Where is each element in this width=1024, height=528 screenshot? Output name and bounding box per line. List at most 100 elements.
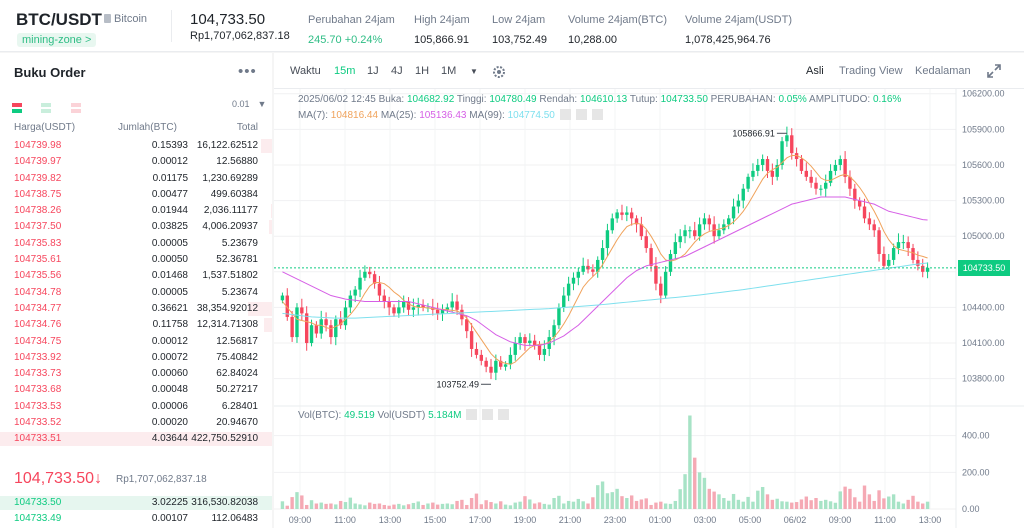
- volume-bar: [639, 499, 644, 509]
- volume-bar: [857, 501, 862, 509]
- close-icon[interactable]: [498, 409, 510, 420]
- volume-bar: [450, 504, 454, 509]
- vol-usdt-label: Vol(USDT): [374, 410, 429, 421]
- ask-row[interactable]: 104733.68 0.00048 50.27217: [0, 382, 272, 398]
- row-qty: 0.00048: [151, 384, 188, 396]
- bid-row[interactable]: 104733.49 0.00107 112.06483: [0, 511, 272, 527]
- ask-row[interactable]: 104734.76 0.11758 12,314.71308: [0, 317, 272, 333]
- header-divider: [171, 10, 172, 42]
- stat-volume-btc: Volume 24jam(BTC) 10,288.00: [568, 14, 667, 48]
- volume-bar: [785, 501, 789, 509]
- time-tick-label: 09:00: [829, 515, 852, 525]
- ask-row[interactable]: 104733.51 4.03644 422,750.52910: [0, 431, 272, 447]
- interval-1m[interactable]: 1M: [441, 65, 457, 77]
- interval-15m[interactable]: 15m: [334, 65, 356, 77]
- close-icon[interactable]: [591, 109, 603, 120]
- volume-bar: [862, 485, 867, 509]
- volume-bar: [523, 496, 527, 509]
- candle-body: [348, 295, 353, 308]
- tick-size-select[interactable]: 0.01 ▼: [224, 98, 266, 110]
- candle-body: [518, 337, 522, 344]
- candle-body: [382, 295, 386, 302]
- candle-body: [634, 218, 639, 225]
- mode-both-icon[interactable]: [12, 103, 22, 113]
- volume-bar: [532, 503, 537, 509]
- ask-row[interactable]: 104735.56 0.01468 1,537.51802: [0, 268, 272, 284]
- ask-row[interactable]: 104733.92 0.00072 75.40842: [0, 350, 272, 366]
- interval-more-icon[interactable]: ▼: [470, 67, 478, 76]
- mode-asks-icon[interactable]: [70, 103, 81, 113]
- ask-row[interactable]: 104739.97 0.00012 12.56880: [0, 154, 272, 170]
- candle-body: [499, 360, 503, 367]
- view-trading-view[interactable]: Trading View: [839, 65, 903, 77]
- volume-bar: [867, 494, 872, 509]
- current-price-label: 104733.50: [958, 259, 1010, 276]
- volume-bar: [406, 504, 411, 509]
- settings-icon[interactable]: [482, 409, 494, 420]
- price-tick-label: 105000.00: [962, 231, 1005, 241]
- row-qty: 0.00020: [151, 417, 188, 429]
- volume-bar: [659, 501, 663, 509]
- view-kedalaman[interactable]: Kedalaman: [915, 65, 971, 77]
- settings-icon[interactable]: [575, 109, 587, 120]
- candle-body: [596, 259, 600, 272]
- candle-body: [741, 188, 745, 201]
- ask-row[interactable]: 104734.78 0.00005 5.23674: [0, 285, 272, 301]
- row-total: 12,314.71308: [196, 319, 258, 331]
- bid-row[interactable]: 104733.50 3.02225 316,530.82038: [0, 495, 272, 511]
- mode-bids-icon[interactable]: [41, 103, 52, 113]
- volume-bar: [649, 504, 653, 509]
- ask-row[interactable]: 104738.75 0.00477 499.60384: [0, 187, 272, 203]
- row-total: 2,036.11177: [203, 205, 258, 217]
- volume-bar: [290, 497, 294, 509]
- volume-tick-label: 200.00: [962, 467, 990, 477]
- interval-4j[interactable]: 4J: [391, 65, 403, 77]
- candle-body: [484, 360, 488, 367]
- mining-zone-tag[interactable]: mining-zone >: [17, 33, 97, 47]
- ask-row[interactable]: 104735.61 0.00050 52.36781: [0, 252, 272, 268]
- volume-bar: [591, 497, 595, 509]
- ask-row[interactable]: 104733.52 0.00020 20.94670: [0, 415, 272, 431]
- ask-row[interactable]: 104739.98 0.15393 16,122.62512: [0, 138, 272, 154]
- tick-size-value: 0.01: [232, 99, 250, 109]
- candle-body: [697, 224, 702, 237]
- ask-row[interactable]: 104737.50 0.03825 4,006.20937: [0, 219, 272, 235]
- ask-row[interactable]: 104734.77 0.36621 38,354.92012: [0, 301, 272, 317]
- row-price: 104733.50: [14, 497, 62, 508]
- volume-bar: [722, 498, 726, 509]
- volume-bar: [896, 501, 901, 509]
- candle-body: [435, 309, 440, 314]
- visibility-icon[interactable]: [466, 409, 478, 420]
- volume-bar: [596, 485, 600, 509]
- candlestick-chart[interactable]: 106200.00 105900.00 105600.00 105300.00 1050…: [274, 53, 1024, 528]
- candle-body: [615, 212, 619, 219]
- volume-bar: [566, 500, 571, 509]
- visibility-icon[interactable]: [559, 109, 571, 120]
- ask-row[interactable]: 104738.26 0.01944 2,036.11177: [0, 203, 272, 219]
- candle-body: [843, 159, 847, 177]
- interval-1j[interactable]: 1J: [367, 65, 379, 77]
- candle-body: [765, 159, 770, 171]
- ask-row[interactable]: 104734.75 0.00012 12.56817: [0, 334, 272, 350]
- row-price: 104739.97: [14, 156, 62, 168]
- row-price: 104733.92: [14, 351, 62, 363]
- interval-1h[interactable]: 1H: [415, 65, 430, 77]
- coin-name[interactable]: Bitcoin: [104, 13, 147, 25]
- pair-symbol[interactable]: BTC/USDT: [16, 10, 102, 29]
- expand-icon[interactable]: [987, 64, 1001, 78]
- more-icon[interactable]: •••: [238, 63, 257, 80]
- ask-row[interactable]: 104739.82 0.01175 1,230.69289: [0, 171, 272, 187]
- volume-bar: [663, 503, 668, 509]
- ask-row[interactable]: 104735.83 0.00005 5.23679: [0, 236, 272, 252]
- row-total: 75.40842: [216, 351, 258, 363]
- ask-row[interactable]: 104733.73 0.00060 62.84024: [0, 366, 272, 382]
- volume-bar: [887, 496, 891, 509]
- volume-bar: [387, 505, 391, 509]
- view-asli[interactable]: Asli: [806, 65, 824, 77]
- candle-body: [479, 354, 484, 361]
- ask-row[interactable]: 104733.53 0.00006 6.28401: [0, 399, 272, 415]
- candle-body: [397, 307, 401, 314]
- gear-icon[interactable]: [492, 65, 506, 79]
- candle-body: [353, 289, 357, 296]
- candle-body: [683, 230, 687, 237]
